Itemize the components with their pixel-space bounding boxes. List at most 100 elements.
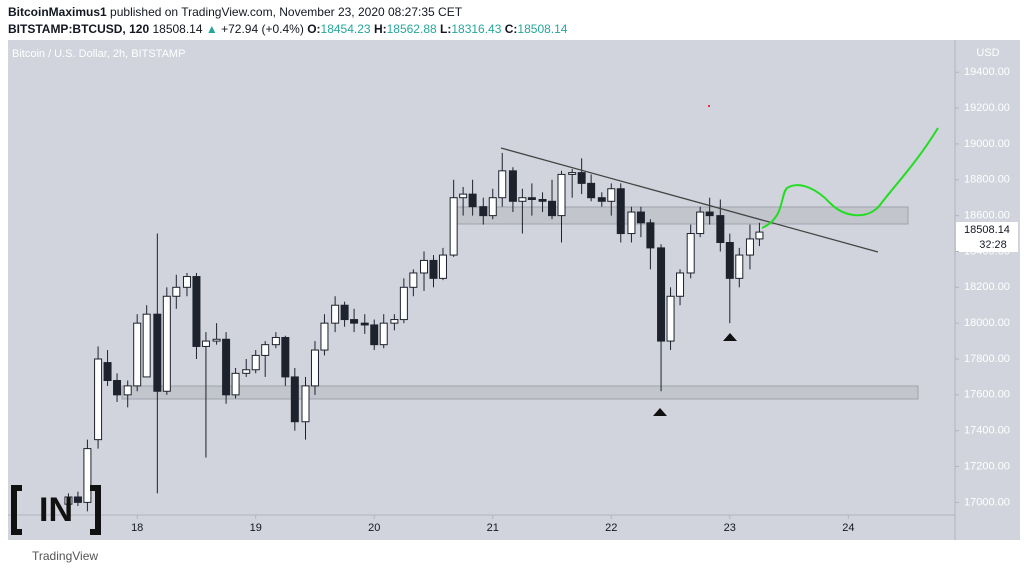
candle-body <box>498 170 507 199</box>
candle-body <box>370 324 379 346</box>
y-tick-label: 17800.00 <box>964 353 1010 365</box>
h-label: H: <box>373 22 387 36</box>
x-tick-label: 24 <box>842 522 854 534</box>
projection-curve <box>761 127 939 229</box>
y-tick-label: 17600.00 <box>964 389 1010 401</box>
candle-body <box>103 362 112 382</box>
marker-triangle <box>723 333 737 341</box>
y-tick-label: 17000.00 <box>964 496 1010 508</box>
y-tick-label: 18200.00 <box>964 281 1010 293</box>
candle-body <box>548 200 557 217</box>
candle-body <box>696 211 705 235</box>
trend-line <box>500 147 879 253</box>
candle-body <box>390 319 399 324</box>
c-label: C: <box>504 22 518 36</box>
candle-body <box>142 313 151 378</box>
candle-body <box>340 304 349 321</box>
y-tick-label: 19400.00 <box>964 66 1010 78</box>
candle-body <box>488 197 497 217</box>
y-tick-label: 17400.00 <box>964 425 1010 437</box>
candle-body <box>201 340 210 347</box>
candle-body <box>725 242 734 279</box>
x-tick-label: 20 <box>368 522 380 534</box>
candle-body <box>636 211 645 224</box>
chart-title: Bitcoin / U.S. Dollar, 2h, BITSTAMP <box>12 48 185 60</box>
c: 18508.14 <box>517 22 568 36</box>
candle-body <box>616 188 625 235</box>
candle-body <box>459 193 468 199</box>
candle-body <box>557 173 566 217</box>
y-tick-label: 18600.00 <box>964 210 1010 222</box>
last: 18508.14 <box>152 22 203 36</box>
candle-body <box>735 254 744 279</box>
candle-body <box>153 313 162 392</box>
candle-body <box>657 247 666 342</box>
candle-body <box>479 206 488 217</box>
candle-body <box>281 336 290 378</box>
o: 18454.23 <box>320 22 371 36</box>
byline-text: published on TradingView.com, November 2… <box>110 5 463 19</box>
candle-body <box>123 385 132 396</box>
ohlc-row: BITSTAMP:BTCUSD, 120 18508.14 ▲ +72.94 (… <box>8 22 567 36</box>
candle-body <box>686 233 695 274</box>
candle-body <box>646 222 655 249</box>
author: BitcoinMaximus1 <box>8 5 107 19</box>
candle-body <box>587 182 596 199</box>
candle-body <box>212 338 221 342</box>
candle-body <box>251 354 260 371</box>
o-label: O: <box>307 22 321 36</box>
candle-body <box>222 338 231 396</box>
y-tick-label: 19000.00 <box>964 138 1010 150</box>
price-tag-bg <box>956 222 1018 252</box>
candle-body <box>172 286 181 297</box>
candle-body <box>242 369 251 374</box>
plot-bg <box>8 40 955 540</box>
candle-body <box>192 276 201 347</box>
x-tick-label: 18 <box>131 522 143 534</box>
logo-text: IN <box>39 491 73 529</box>
candle-body <box>162 295 171 392</box>
candle-body <box>271 336 280 346</box>
candle-body <box>310 349 319 387</box>
l-label: L: <box>440 22 452 36</box>
candle-body <box>607 188 616 202</box>
candle-body <box>290 376 299 423</box>
candle-body <box>597 197 606 202</box>
marker-triangle <box>653 408 667 416</box>
candle-body <box>231 372 240 396</box>
candle-body <box>438 254 447 279</box>
candle-body <box>379 322 388 346</box>
candle-body <box>409 272 418 288</box>
h: 18562.88 <box>386 22 437 36</box>
candle-body <box>716 215 725 244</box>
candle-body <box>94 358 103 441</box>
candles <box>64 152 764 512</box>
change: +72.94 (+0.4%) <box>221 22 304 36</box>
y-tick-label: 18400.00 <box>964 245 1010 257</box>
x-tick-label: 23 <box>724 522 736 534</box>
y-tick-label: 18800.00 <box>964 174 1010 186</box>
candle-body <box>577 172 586 184</box>
candle-body <box>666 295 675 342</box>
candle-body <box>399 286 408 321</box>
candle-body <box>301 385 310 423</box>
candle-body <box>83 448 92 503</box>
arrow: ▲ <box>205 22 218 36</box>
dot <box>708 105 710 107</box>
y-tick-label: 18000.00 <box>964 317 1010 329</box>
candle-body <box>627 211 636 235</box>
candle-body <box>429 259 438 279</box>
support-zone <box>121 385 919 400</box>
candle-body <box>468 193 477 208</box>
y-tick-label: 19200.00 <box>964 102 1010 114</box>
candle-body <box>676 272 685 297</box>
x-tick-label: 22 <box>605 522 617 534</box>
candle-body <box>73 496 82 503</box>
candle-body <box>320 322 329 351</box>
byline: BitcoinMaximus1 published on TradingView… <box>8 5 462 19</box>
candle-body <box>261 344 270 356</box>
candle-body <box>133 322 142 387</box>
candle-body <box>360 322 369 326</box>
